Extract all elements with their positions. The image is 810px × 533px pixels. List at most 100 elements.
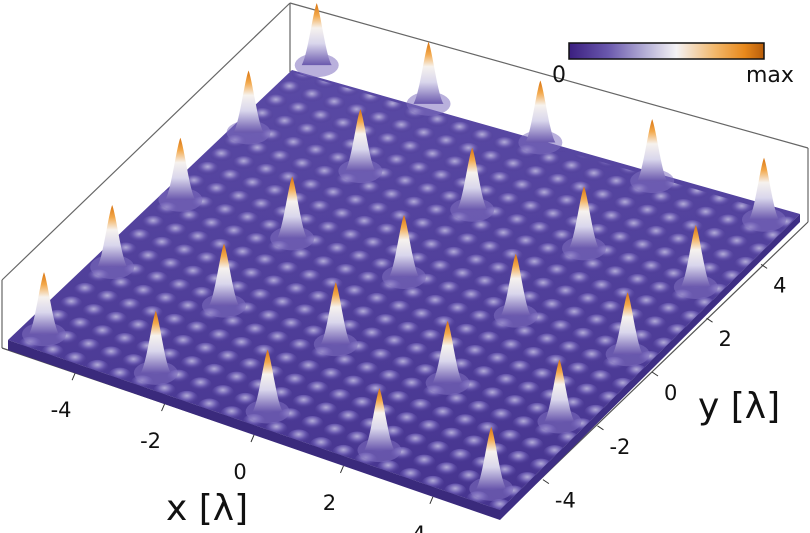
surface-ripple xyxy=(409,398,432,413)
surface-ripple xyxy=(421,148,444,163)
surface-peak-spike xyxy=(389,215,419,277)
surface-ripple xyxy=(508,360,531,375)
surface-ripple xyxy=(519,200,542,215)
surface-ripple xyxy=(563,306,586,321)
surface-ripple xyxy=(330,208,353,223)
surface-ripple xyxy=(495,373,517,388)
surface-ripple xyxy=(141,306,163,321)
surface-ripple xyxy=(478,241,501,256)
surface-ripple xyxy=(288,339,311,353)
surface-ripple xyxy=(128,229,151,244)
surface-ripple xyxy=(96,290,119,305)
surface-ripple xyxy=(505,214,528,229)
x-tick-mark xyxy=(429,496,434,505)
surface-ripple xyxy=(219,169,241,184)
surface-ripple xyxy=(712,249,735,264)
surface-ripple xyxy=(221,315,244,330)
surface-ripple xyxy=(576,293,599,308)
surface-ripple xyxy=(194,342,217,357)
surface-peak xyxy=(158,137,203,212)
surface-ripple xyxy=(318,131,341,146)
surface-ripple xyxy=(473,275,496,290)
surface-peaks xyxy=(22,3,786,501)
surface-ripple xyxy=(401,287,424,302)
surface-peak xyxy=(90,205,135,279)
surface-peak xyxy=(357,388,402,463)
surface-peak-spike xyxy=(345,109,376,172)
surface-ripple xyxy=(185,321,208,336)
surface-ripple xyxy=(407,162,430,177)
surface-ripple xyxy=(364,56,386,70)
x-tick-label: 2 xyxy=(323,491,336,515)
surface-peak-spike xyxy=(252,349,283,412)
surface-ripple xyxy=(613,197,636,211)
surface-ripple xyxy=(343,285,366,300)
surface-ripple xyxy=(366,202,389,217)
surface-ripple xyxy=(440,427,463,442)
surface-ripple xyxy=(358,181,381,196)
surface-ripple xyxy=(435,135,457,150)
surface-ripple xyxy=(677,164,700,179)
surface-ripple xyxy=(471,129,493,144)
surface-ripple xyxy=(257,310,280,325)
surface-ripple xyxy=(205,183,228,197)
surface-ripple xyxy=(476,422,499,436)
colorbar-max-label: max xyxy=(746,63,794,88)
surface-ripple xyxy=(113,333,136,347)
surface-ripple xyxy=(246,142,269,157)
surface-ripple xyxy=(560,160,583,175)
surface-peak-spike xyxy=(165,137,196,200)
y-tick-mark xyxy=(760,263,768,269)
surface-ripple xyxy=(208,329,231,344)
surface-ripple xyxy=(178,209,201,224)
surface-ripple xyxy=(315,402,337,417)
surface-ripple xyxy=(300,88,323,103)
surface-ripple xyxy=(82,304,105,319)
surface-peak xyxy=(742,157,786,232)
surface-ripple xyxy=(487,262,510,277)
surface-ripple xyxy=(538,152,561,167)
surface-ripple xyxy=(514,235,537,250)
surface-ripple xyxy=(231,246,254,261)
surface-peak xyxy=(493,253,538,328)
surface-ripple xyxy=(100,346,123,361)
surface-peak-spike xyxy=(432,320,463,383)
surface-ripple xyxy=(77,338,100,353)
surface-ripple xyxy=(499,339,522,354)
surface-ripple xyxy=(400,377,423,392)
surface-peak xyxy=(630,119,675,194)
x-tick-mark xyxy=(339,465,344,474)
surface-ripple xyxy=(604,266,627,281)
y-axis: -4 -2 0 2 4 xyxy=(542,263,786,513)
surface-ripple xyxy=(389,210,412,225)
surface-ripple xyxy=(388,300,411,315)
surface-ripple xyxy=(457,470,480,485)
surface-ripple xyxy=(334,264,357,278)
surface-ripple xyxy=(137,250,160,265)
surface-ripple xyxy=(648,281,671,296)
surface-ripple xyxy=(558,341,581,356)
y-tick-label: 0 xyxy=(664,381,677,405)
surface-peak-spike xyxy=(680,225,711,287)
surface-ripple xyxy=(232,156,255,171)
surface-ripple xyxy=(271,296,294,311)
colorbar-gradient xyxy=(568,42,765,60)
surface-ripple xyxy=(159,258,182,272)
surface-ripple xyxy=(306,381,329,396)
surface-ripple xyxy=(386,72,409,78)
surface-ripple xyxy=(446,302,469,317)
surface-ripple xyxy=(268,150,291,165)
surface-ripple xyxy=(118,298,141,313)
surface-ripple xyxy=(451,268,474,282)
surface-ripple xyxy=(309,110,332,124)
x-tick-label: -2 xyxy=(140,429,161,453)
surface-ripple xyxy=(298,269,321,284)
surface-ripple xyxy=(438,191,461,205)
surface-ripple xyxy=(653,247,676,262)
surface-ripple xyxy=(333,354,356,369)
x-tick-label: -4 xyxy=(51,398,72,422)
surface-peak-spike xyxy=(140,310,171,373)
surface-ripple xyxy=(443,156,466,171)
surface-ripple xyxy=(278,81,301,96)
